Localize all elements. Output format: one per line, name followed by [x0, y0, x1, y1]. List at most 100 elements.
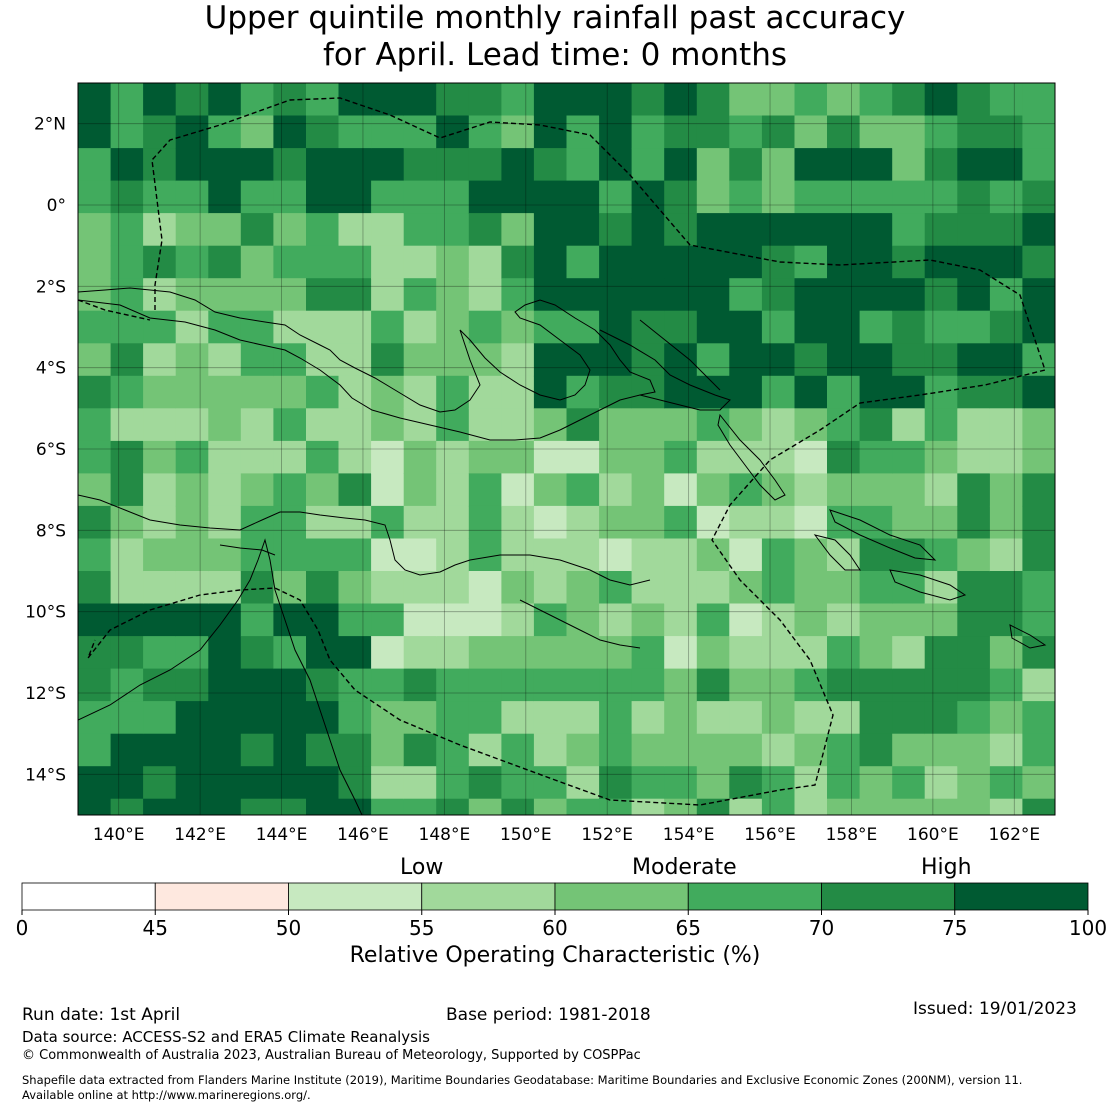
- grid-cell: [78, 310, 112, 344]
- run-date: Run date: 1st April: [22, 1005, 181, 1025]
- grid-cell: [957, 636, 991, 670]
- grid-cell: [403, 636, 437, 670]
- grid-cell: [468, 473, 502, 507]
- grid-cell: [468, 571, 502, 605]
- grid-cell: [371, 440, 405, 474]
- grid-cell: [859, 278, 893, 312]
- grid-cell: [240, 245, 274, 279]
- grid-cell: [1022, 538, 1055, 572]
- grid-cell: [892, 148, 926, 182]
- grid-cell: [827, 766, 861, 800]
- grid-cell: [306, 473, 340, 507]
- grid-cell: [859, 213, 893, 247]
- grid-cell: [501, 115, 535, 149]
- grid-cell: [827, 636, 861, 670]
- grid-cell: [110, 701, 144, 735]
- grid-cell: [371, 733, 405, 767]
- grid-cell: [403, 733, 437, 767]
- grid-cell: [110, 115, 144, 149]
- grid-cell: [631, 83, 665, 117]
- latitude-label: 8°S: [36, 521, 66, 541]
- grid-cell: [631, 701, 665, 735]
- grid-cell: [143, 343, 177, 377]
- grid-cell: [631, 148, 665, 182]
- grid-cell: [403, 148, 437, 182]
- grid-cell: [533, 343, 568, 377]
- grid-cell: [631, 603, 665, 637]
- grid-cell: [371, 571, 405, 605]
- grid-cell: [110, 310, 144, 344]
- grid-cell: [631, 668, 665, 702]
- grid-cell: [1055, 278, 1088, 311]
- grid-cell: [208, 603, 242, 637]
- grid-cell: [468, 213, 502, 247]
- grid-cell: [175, 505, 209, 539]
- grid-cell: [794, 571, 828, 605]
- grid-cell: [110, 440, 144, 474]
- grid-cell: [501, 180, 535, 214]
- longitude-label: 152°E: [581, 825, 633, 845]
- longitude-label: 156°E: [744, 825, 796, 845]
- grid-cell: [631, 408, 665, 442]
- grid-cell: [240, 571, 274, 605]
- grid-cell: [273, 701, 307, 735]
- grid-cell: [729, 310, 763, 344]
- grid-cell: [175, 473, 209, 507]
- colorbar-tick-label: 45: [143, 916, 168, 940]
- grid-cell: [1022, 668, 1055, 702]
- grid-cell: [924, 83, 958, 117]
- base-period: Base period: 1981-2018: [446, 1005, 651, 1025]
- grid-cell: [794, 701, 828, 735]
- grid-cell: [859, 571, 893, 605]
- grid-cell: [240, 310, 274, 344]
- grid-cell: [1022, 636, 1055, 670]
- grid-cell: [533, 115, 568, 149]
- grid-cell: [533, 668, 568, 702]
- grid-cell: [892, 278, 926, 312]
- grid-cell: [827, 180, 861, 214]
- grid-cell: [957, 375, 991, 409]
- grid-cell: [533, 798, 568, 815]
- grid-cell: [729, 798, 763, 815]
- grid-cell: [827, 798, 861, 815]
- grid-cell: [273, 668, 307, 702]
- grid-cell: [436, 701, 470, 735]
- grid-cell: [208, 766, 242, 800]
- latitude-label: 0°: [47, 196, 66, 216]
- grid-cell: [371, 245, 405, 279]
- grid-cell: [1022, 83, 1055, 117]
- grid-cell: [566, 668, 600, 702]
- grid-cell: [761, 408, 796, 442]
- grid-cell: [599, 668, 633, 702]
- grid-cell: [599, 375, 633, 409]
- grid-cell: [1022, 733, 1055, 767]
- grid-cell: [631, 538, 665, 572]
- grid-cell: [924, 505, 958, 539]
- grid-cell: [859, 603, 893, 637]
- grid-cell: [892, 440, 926, 474]
- grid-cell: [403, 440, 437, 474]
- grid-cell: [338, 473, 372, 507]
- grid-cell: [761, 180, 796, 214]
- grid-cell: [599, 343, 633, 377]
- graticule: [78, 83, 1055, 815]
- grid-cell: [371, 766, 405, 800]
- grid-cell: [599, 701, 633, 735]
- grid-cell: [859, 473, 893, 507]
- longitude-label: 162°E: [988, 825, 1040, 845]
- grid-cell: [436, 603, 470, 637]
- grid-cell: [468, 440, 502, 474]
- grid-cell: [240, 343, 274, 377]
- grid-cell: [989, 180, 1024, 214]
- grid-cell: [989, 603, 1024, 637]
- grid-cell: [696, 798, 730, 815]
- grid-cell: [143, 538, 177, 572]
- map-title-line1: Upper quintile monthly rainfall past acc…: [204, 0, 906, 36]
- grid-cell: [78, 733, 112, 767]
- grid-cell: [664, 701, 698, 735]
- grid-cell: [1022, 408, 1055, 442]
- grid-cell: [957, 213, 991, 247]
- grid-cell: [468, 636, 502, 670]
- grid-cell: [1055, 213, 1088, 246]
- grid-cell: [501, 148, 535, 182]
